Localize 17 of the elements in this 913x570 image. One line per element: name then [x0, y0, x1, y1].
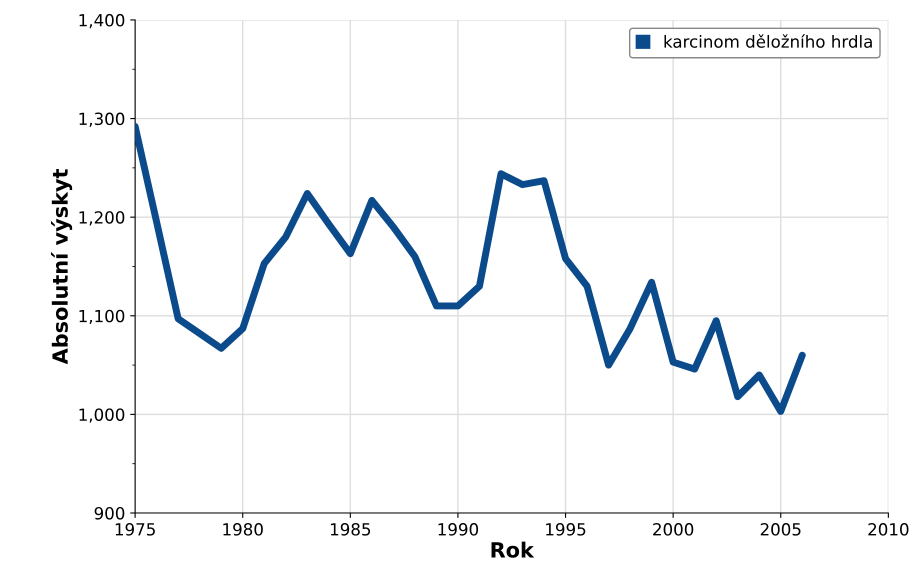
legend-label: karcinom děložního hrdla	[664, 34, 872, 48]
x-tick-label: 2000	[653, 523, 694, 536]
x-tick-label: 1975	[116, 523, 155, 536]
y-tick-label: 1,100	[80, 310, 124, 324]
x-tick-label: 1980	[223, 523, 263, 536]
y-tick-label: 1,300	[80, 112, 124, 127]
x-tick-label: 1985	[330, 523, 370, 536]
y-tick-label: 1,200	[80, 211, 124, 226]
x-axis-title: Rok	[492, 542, 534, 558]
x-tick-label: 1990	[438, 523, 478, 536]
x-tick-label: 1995	[546, 523, 586, 536]
x-tick-label: 2010	[868, 523, 908, 536]
y-tick-label: 900	[94, 506, 124, 520]
x-tick-label: 2005	[760, 523, 800, 536]
y-tick-label: 1,000	[80, 408, 124, 423]
y-axis-title: Absolutní výskyt	[50, 169, 72, 364]
y-tick-label: 1,400	[80, 14, 124, 28]
